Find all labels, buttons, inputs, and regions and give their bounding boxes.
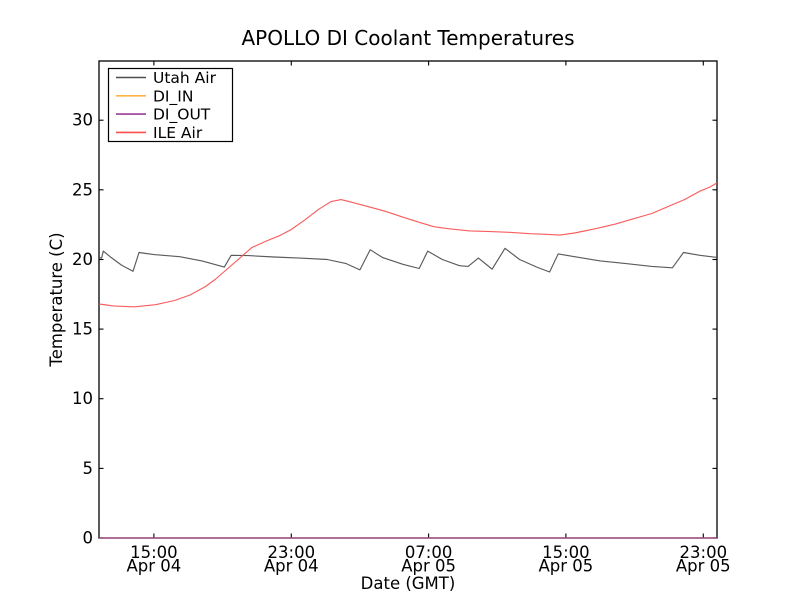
y-axis-label: Temperature (C) — [47, 232, 66, 367]
legend-label-di-out: DI_OUT — [153, 106, 211, 125]
chart-title: APOLLO DI Coolant Temperatures — [241, 26, 574, 50]
x-tick-label-date-4: Apr 05 — [676, 557, 731, 576]
legend-label-utah-air: Utah Air — [153, 69, 217, 87]
series-line-utah-air — [98, 247, 718, 273]
x-tick-label-date-3: Apr 05 — [539, 557, 594, 576]
x-tick-label-time-3: 15:00 — [542, 543, 590, 562]
y-tick-label-1: 5 — [83, 459, 94, 478]
y-tick-label-3: 15 — [72, 320, 93, 339]
series-line-ile-air — [98, 182, 718, 308]
x-tick-label-time-1: 23:00 — [268, 543, 316, 562]
x-tick-label-time-0: 15:00 — [130, 543, 178, 562]
x-tick-label-date-0: Apr 04 — [127, 557, 182, 576]
y-tick-label-6: 30 — [72, 111, 93, 130]
legend-label-di-in: DI_IN — [153, 87, 193, 106]
x-tick-label-date-2: Apr 05 — [401, 557, 456, 576]
x-tick-label-time-2: 07:00 — [405, 543, 453, 562]
x-axis-label: Date (GMT) — [361, 574, 456, 593]
y-tick-label-2: 10 — [72, 389, 93, 408]
y-tick-label-0: 0 — [83, 529, 94, 548]
x-tick-label-date-1: Apr 04 — [264, 557, 319, 576]
y-tick-label-5: 25 — [72, 180, 93, 199]
legend-label-ile-air: ILE Air — [153, 124, 203, 142]
x-tick-label-time-4: 23:00 — [680, 543, 728, 562]
legend-box — [107, 67, 234, 143]
y-tick-label-4: 20 — [72, 250, 93, 269]
